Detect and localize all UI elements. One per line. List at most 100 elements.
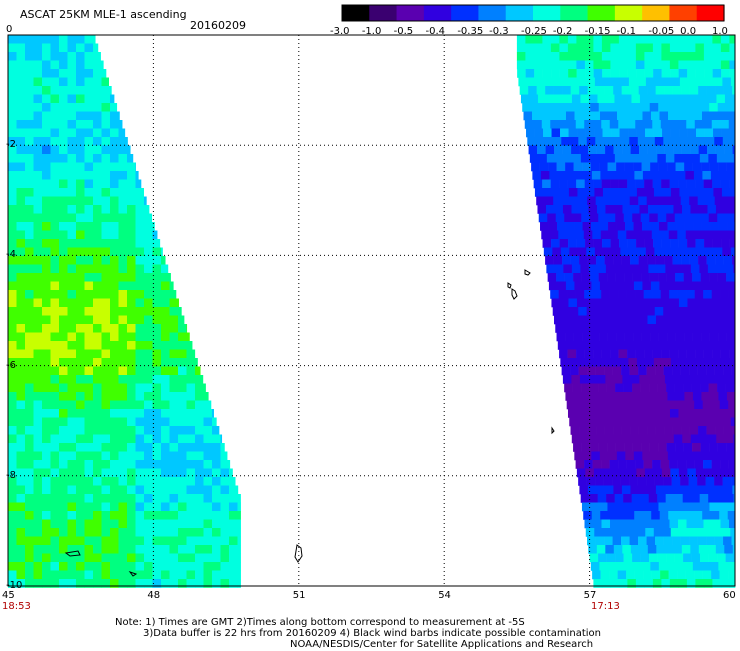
swath-cell: [630, 316, 639, 325]
swath-cell: [42, 418, 51, 427]
swath-cell: [543, 188, 552, 197]
swath-cell: [76, 443, 85, 452]
swath-cell: [601, 290, 610, 299]
swath-cell: [537, 146, 546, 155]
swath-cell: [684, 503, 693, 512]
swath-cell: [566, 222, 575, 231]
swath-cell: [640, 95, 649, 104]
swath-cell: [85, 511, 94, 520]
swath-cell: [638, 137, 647, 146]
swath-cell: [136, 562, 145, 571]
swath-cell: [695, 409, 704, 418]
swath-cell: [702, 171, 711, 180]
swath-cell: [42, 537, 51, 546]
swath-cell: [709, 214, 718, 223]
swath-cell: [626, 571, 635, 580]
swath-cell: [51, 545, 60, 554]
swath-cell: [702, 341, 711, 350]
swath-cell: [85, 214, 94, 223]
swath-cell: [713, 129, 722, 138]
swath-cell: [678, 520, 687, 529]
swath-cell: [144, 409, 153, 418]
swath-cell: [25, 239, 34, 248]
swath-cell: [657, 435, 666, 444]
swath-cell: [678, 350, 687, 359]
swath-cell: [59, 401, 68, 410]
swath-cell: [713, 239, 722, 248]
swath-cell: [85, 146, 94, 155]
swath-cell: [636, 350, 645, 359]
swath-cell: [554, 256, 563, 265]
swath-cell: [178, 333, 187, 342]
swath-cell: [704, 520, 713, 529]
swath-cell: [59, 205, 68, 214]
swath-cell: [607, 443, 616, 452]
swath-cell: [653, 35, 662, 44]
swath-cell: [579, 486, 588, 495]
swath-cell: [170, 554, 179, 563]
swath-cell: [608, 112, 617, 121]
swath-cell: [582, 443, 591, 452]
swath-cell: [714, 307, 723, 316]
swath-cell: [102, 392, 111, 401]
swath-cell: [700, 554, 709, 563]
swath-cell: [170, 443, 179, 452]
swath-cell: [204, 520, 213, 529]
swath-cell: [628, 129, 637, 138]
swath-cell: [611, 69, 620, 78]
swath-cell: [678, 35, 687, 44]
swath-cell: [144, 511, 153, 520]
swath-cell: [204, 460, 213, 469]
swath-cell: [677, 171, 686, 180]
swath-cell: [170, 426, 179, 435]
swath-cell: [622, 256, 631, 265]
swath-cell: [178, 375, 187, 384]
y-tick-label: -6: [6, 360, 16, 371]
swath-cell: [571, 146, 580, 155]
swath-cell: [34, 511, 43, 520]
swath-cell: [17, 86, 26, 95]
swath-cell: [648, 265, 657, 274]
swath-cell: [51, 188, 60, 197]
swath-cell: [34, 460, 43, 469]
swath-cell: [672, 197, 681, 206]
swath-cell: [76, 52, 85, 61]
swath-cell: [42, 350, 51, 359]
swath-cell: [719, 511, 728, 520]
swath-cell: [653, 61, 662, 70]
swath-cell: [591, 333, 600, 342]
swath-cell: [136, 171, 139, 180]
swath-cell: [204, 571, 213, 580]
swath-cell: [127, 384, 136, 393]
swath-cell: [599, 503, 608, 512]
swath-cell: [625, 222, 634, 231]
swath-cell: [17, 222, 26, 231]
swath-cell: [571, 256, 580, 265]
swath-cell: [17, 324, 26, 333]
swath-cell: [93, 231, 102, 240]
swath-cell: [554, 205, 563, 214]
swath-cell: [668, 282, 677, 291]
swath-cell: [662, 239, 671, 248]
swath-cell: [51, 503, 60, 512]
swath-cell: [25, 426, 34, 435]
swath-cell: [170, 545, 179, 554]
swath-cell: [705, 78, 714, 87]
swath-cell: [68, 95, 77, 104]
swath-cell: [85, 129, 94, 138]
swath-cell: [593, 520, 602, 529]
swath-cell: [684, 333, 693, 342]
swath-cell: [127, 562, 136, 571]
swath-cell: [136, 537, 145, 546]
swath-cell: [119, 375, 128, 384]
swath-cell: [229, 528, 238, 537]
swath-cell: [25, 265, 34, 274]
swath-cell: [102, 494, 111, 503]
swath-cell: [690, 205, 699, 214]
swath-cell: [17, 146, 26, 155]
swath-cell: [631, 265, 640, 274]
swath-cell: [670, 35, 679, 44]
swath-cell: [723, 367, 732, 376]
swath-cell: [611, 528, 620, 537]
swath-cell: [51, 562, 60, 571]
